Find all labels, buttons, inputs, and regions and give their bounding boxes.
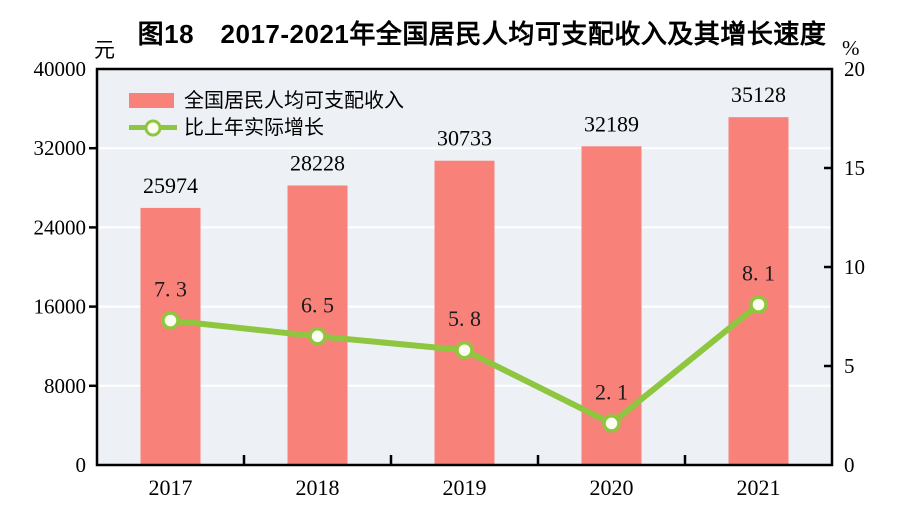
left-axis-tick-label: 24000: [34, 215, 87, 239]
line-marker-dot-icon: [144, 119, 162, 136]
bar-value-label: 32189: [584, 111, 639, 136]
bar-value-label: 30733: [437, 126, 492, 151]
legend-item-growth: 比上年实际增长: [129, 114, 404, 141]
growth-value-label: 6. 5: [301, 292, 334, 317]
line-marker-icon: [308, 327, 327, 346]
line-marker-icon: [602, 414, 621, 433]
growth-value-label: 8. 1: [742, 261, 775, 286]
right-axis-unit: %: [842, 36, 860, 60]
bar: [287, 185, 348, 465]
right-axis-tick-label: 15: [844, 156, 865, 180]
chart-title: 图18 2017-2021年全国居民人均可支配收入及其增长速度: [137, 19, 827, 49]
bar: [434, 160, 495, 465]
x-axis-category-label: 2018: [296, 475, 340, 500]
legend-label-income: 全国居民人均可支配收入: [184, 89, 404, 112]
x-axis-category-label: 2020: [590, 475, 634, 500]
line-marker-icon: [749, 295, 768, 314]
bar-series-swatch-icon: [129, 93, 174, 108]
line-series-swatch-icon: [129, 119, 177, 136]
legend-item-income: 全国居民人均可支配收入: [129, 87, 404, 114]
x-axis-category-label: 2019: [443, 475, 487, 500]
right-axis-tick-label: 5: [844, 354, 855, 378]
right-axis-tick-label: 20: [844, 57, 865, 81]
left-axis-tick-label: 0: [76, 453, 87, 477]
x-axis-category-label: 2017: [149, 475, 193, 500]
growth-value-label: 7. 3: [154, 277, 187, 302]
right-axis-tick-label: 0: [844, 453, 855, 477]
bar: [728, 117, 789, 465]
line-marker-icon: [455, 340, 474, 360]
growth-value-label: 2. 1: [595, 379, 628, 404]
growth-value-label: 5. 8: [448, 306, 481, 331]
right-axis-tick-label: 10: [844, 255, 865, 279]
x-axis-category-label: 2021: [737, 475, 781, 500]
line-marker-icon: [161, 311, 180, 330]
bar-value-label: 28228: [290, 151, 345, 176]
left-axis-tick-label: 8000: [44, 374, 86, 398]
bar-value-label: 25974: [143, 173, 198, 198]
legend-label-growth: 比上年实际增长: [184, 116, 324, 139]
bar-value-label: 35128: [731, 82, 786, 107]
left-axis-tick-label: 40000: [34, 57, 87, 81]
left-axis-tick-label: 16000: [34, 295, 87, 319]
left-axis-unit: 元: [94, 39, 115, 62]
legend: 全国居民人均可支配收入 比上年实际增长: [129, 87, 404, 141]
left-axis-tick-label: 32000: [34, 136, 87, 160]
bar: [140, 207, 201, 465]
